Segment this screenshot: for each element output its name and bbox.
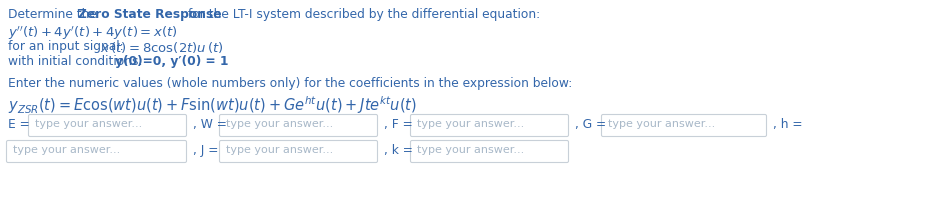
Text: type your answer...: type your answer... bbox=[35, 119, 143, 129]
FancyBboxPatch shape bbox=[7, 141, 186, 163]
Text: type your answer...: type your answer... bbox=[417, 119, 524, 129]
Text: $y^{\prime\prime}(t) + 4y^{\prime}(t) + 4y(t) = x(t)$: $y^{\prime\prime}(t) + 4y^{\prime}(t) + … bbox=[8, 25, 178, 42]
FancyBboxPatch shape bbox=[220, 114, 377, 136]
Text: , k =: , k = bbox=[384, 144, 413, 157]
FancyBboxPatch shape bbox=[29, 114, 186, 136]
Text: type your answer...: type your answer... bbox=[226, 145, 334, 155]
Text: , h =: , h = bbox=[773, 118, 802, 131]
Text: E =: E = bbox=[8, 118, 30, 131]
Text: , F =: , F = bbox=[384, 118, 413, 131]
Text: with initial conditions:: with initial conditions: bbox=[8, 55, 146, 68]
Text: , W =: , W = bbox=[193, 118, 226, 131]
Text: , G =: , G = bbox=[575, 118, 606, 131]
Text: Enter the numeric values (whole numbers only) for the coefficients in the expres: Enter the numeric values (whole numbers … bbox=[8, 77, 572, 90]
Text: y(0)=0, y′(0) = 1: y(0)=0, y′(0) = 1 bbox=[115, 55, 228, 68]
Text: type your answer...: type your answer... bbox=[608, 119, 715, 129]
FancyBboxPatch shape bbox=[410, 114, 569, 136]
FancyBboxPatch shape bbox=[220, 141, 377, 163]
Text: type your answer...: type your answer... bbox=[417, 145, 524, 155]
Text: , J =: , J = bbox=[193, 144, 218, 157]
FancyBboxPatch shape bbox=[410, 141, 569, 163]
Text: for the LT-I system described by the differential equation:: for the LT-I system described by the dif… bbox=[184, 8, 541, 21]
Text: Zero State Response: Zero State Response bbox=[78, 8, 222, 21]
Text: $x\,(t) = 8\cos(2t)u\,(t)$: $x\,(t) = 8\cos(2t)u\,(t)$ bbox=[100, 40, 224, 55]
Text: $y_{ZSR}(t) = E\cos(wt)u(t) + F\sin(wt)u(t) + Ge^{ht}u(t) + Jte^{kt}u(t)$: $y_{ZSR}(t) = E\cos(wt)u(t) + F\sin(wt)u… bbox=[8, 94, 417, 116]
Text: type your answer...: type your answer... bbox=[13, 145, 120, 155]
Text: Determine the: Determine the bbox=[8, 8, 101, 21]
FancyBboxPatch shape bbox=[601, 114, 766, 136]
Text: type your answer...: type your answer... bbox=[226, 119, 334, 129]
Text: for an input signal:: for an input signal: bbox=[8, 40, 128, 53]
